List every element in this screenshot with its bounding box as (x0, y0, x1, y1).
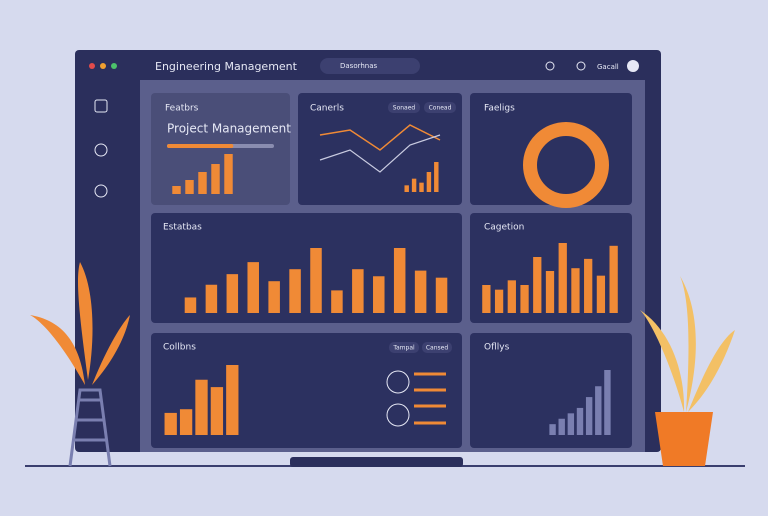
bar (268, 281, 280, 313)
bar (576, 407, 584, 435)
bar (545, 271, 555, 313)
pot (655, 412, 713, 466)
bar (604, 370, 611, 435)
button-label: Sonaed (393, 105, 416, 112)
button-label: Tampal (392, 345, 415, 352)
search-placeholder: Dasorhnas (340, 62, 378, 70)
bar (172, 186, 181, 194)
panel-label: Featbrs (165, 104, 199, 114)
search-icon[interactable] (576, 61, 586, 71)
bar (435, 277, 448, 313)
bar (205, 284, 218, 313)
bar (164, 412, 177, 435)
bar (414, 270, 427, 313)
search-icon[interactable] (545, 61, 555, 71)
nav-icon[interactable] (94, 99, 108, 113)
dot (89, 63, 95, 69)
button[interactable] (422, 342, 452, 353)
bar (549, 424, 556, 435)
bar (211, 164, 220, 194)
bar (247, 262, 259, 313)
bar (373, 276, 385, 313)
bar (596, 275, 606, 313)
bar (595, 386, 602, 435)
ladder (68, 388, 112, 467)
bar (520, 285, 529, 313)
panel-label: Ofllys (484, 343, 510, 353)
trend-line (319, 124, 441, 151)
trend-line (319, 134, 441, 173)
bar (426, 172, 432, 192)
bar (507, 280, 516, 313)
donut (523, 122, 609, 208)
bar (494, 289, 504, 313)
bar (226, 365, 239, 435)
bar (558, 243, 567, 313)
bar (585, 397, 593, 435)
bar (185, 180, 194, 194)
avatar[interactable] (627, 60, 639, 72)
bar (310, 248, 322, 313)
bar (558, 418, 565, 435)
user-name: Gacall (597, 63, 619, 71)
bar (434, 162, 439, 192)
bar (331, 290, 343, 313)
panel-label: Estatbas (163, 223, 202, 233)
app-title: Engineering Management (155, 60, 298, 73)
panel-title: Project Management (167, 122, 291, 136)
panel-label: Collbns (163, 343, 196, 353)
search-box[interactable] (320, 58, 420, 74)
nav-icon[interactable] (94, 143, 108, 157)
icon (386, 403, 410, 427)
bar (393, 248, 406, 313)
stand (290, 457, 463, 467)
progress-bar (167, 144, 234, 148)
bar (210, 387, 224, 435)
plant (640, 276, 735, 412)
bar (224, 154, 233, 194)
panel (470, 93, 632, 205)
button[interactable] (388, 102, 420, 113)
bar (195, 379, 208, 435)
bar (179, 409, 193, 435)
button-label: Cansed (426, 345, 448, 352)
panel (151, 93, 290, 205)
nav-icon[interactable] (94, 184, 108, 198)
bar (289, 269, 301, 313)
button[interactable] (424, 102, 456, 113)
bar (571, 268, 580, 313)
bar (411, 178, 417, 192)
bar (404, 185, 409, 192)
bar (352, 269, 364, 313)
bar (609, 245, 618, 313)
panel-label: Faeligs (484, 104, 515, 114)
plant (30, 262, 130, 385)
icon (386, 370, 410, 394)
dot (100, 63, 106, 69)
bar (584, 258, 593, 313)
bar (567, 413, 575, 435)
bar (482, 285, 491, 313)
bar (419, 182, 424, 192)
bar (533, 257, 542, 313)
panel-label: Canerls (310, 104, 344, 114)
panel-label: Cagetion (484, 223, 524, 233)
dot (111, 63, 117, 69)
bar (198, 172, 207, 194)
bar (184, 297, 197, 313)
panel (298, 93, 462, 205)
button-label: Conead (429, 105, 452, 112)
button[interactable] (389, 342, 419, 353)
bar (226, 274, 239, 313)
